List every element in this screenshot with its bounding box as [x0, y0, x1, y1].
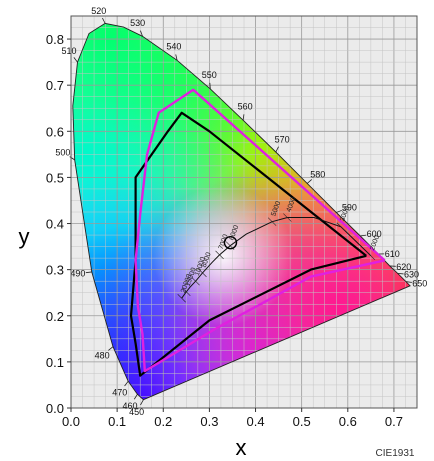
cct-label: 5000	[270, 200, 282, 217]
wavelength-label: 450	[129, 407, 144, 417]
wavelength-tick	[140, 399, 144, 406]
y-tick-labels: 0.0 0.1 0.2 0.3 0.4 0.5 0.6 0.7 0.8	[46, 32, 71, 416]
y-axis-label: y	[19, 224, 30, 249]
y-tick-label: 0.8	[46, 32, 64, 47]
wavelength-label: 580	[310, 169, 325, 179]
wavelength-tick	[175, 54, 178, 61]
y-tick-label: 0.2	[46, 309, 64, 324]
y-tick-label: 0.6	[46, 124, 64, 139]
cct-tick	[336, 222, 346, 231]
cct-tick	[366, 251, 376, 261]
wavelength-label: 460	[123, 401, 138, 411]
wavelength-tick	[102, 17, 106, 24]
cct-tick	[177, 294, 186, 303]
y-tick-label: 0.1	[46, 355, 64, 370]
y-tick-label: 0.4	[46, 217, 64, 232]
x-tick-labels: 0.0 0.1 0.2 0.3 0.4 0.5 0.6 0.7	[62, 408, 403, 429]
wavelength-label: 520	[91, 6, 106, 16]
wavelength-label: 570	[275, 135, 290, 145]
wavelength-label: 630	[404, 270, 419, 280]
wavelength-label: 490	[70, 269, 85, 279]
wavelength-label: 530	[130, 18, 145, 28]
x-tick-label: 0.3	[200, 414, 218, 429]
cct-label: 6000	[228, 224, 240, 241]
y-tick-label: 0.3	[46, 263, 64, 278]
cct-label: 2000	[369, 234, 381, 251]
wavelength-tick	[73, 57, 78, 63]
cct-tick	[267, 217, 277, 226]
cct-tick	[182, 287, 191, 296]
gamut-series-2	[134, 88, 386, 373]
cct-label: 4000	[286, 196, 298, 213]
y-tick-label: 0.5	[46, 170, 64, 185]
x-tick-label: 0.6	[339, 414, 357, 429]
y-tick-label: 0.7	[46, 78, 64, 93]
x-tick-label: 0.7	[385, 414, 403, 429]
x-tick-label: 0.4	[246, 414, 264, 429]
x-axis-label: x	[236, 435, 247, 460]
wavelength-label: 620	[396, 262, 411, 272]
wavelength-label: 540	[166, 42, 181, 52]
cct-tick	[198, 268, 207, 278]
x-tick-label: 0.2	[154, 414, 172, 429]
wavelength-tick	[306, 179, 313, 184]
wavelength-tick	[69, 156, 75, 161]
wavelength-tick	[124, 381, 129, 387]
plot-border	[70, 15, 418, 409]
grid	[70, 15, 418, 409]
wavelength-tick	[336, 209, 343, 213]
cct-tick	[191, 276, 200, 286]
wavelength-label: 550	[202, 70, 217, 80]
plot-frame	[70, 15, 418, 409]
wavelength-tick	[360, 234, 367, 237]
cct-label: 8000	[201, 251, 213, 268]
wavelength-tick	[397, 272, 404, 275]
cct-label: 3000	[339, 205, 351, 222]
wavelength-label: 500	[55, 147, 70, 157]
gamut-series	[129, 88, 386, 377]
wavelength-tick	[85, 271, 92, 274]
wavelength-tick	[275, 146, 279, 153]
wavelength-tick	[133, 393, 138, 400]
white-point-marker	[223, 235, 238, 250]
wavelength-label: 610	[385, 249, 400, 259]
wavelength-label: 600	[367, 229, 382, 239]
x-tick-label: 0.5	[293, 414, 311, 429]
cct-tick	[283, 213, 292, 222]
x-tick-label: 0.1	[108, 414, 126, 429]
gamut-series-1	[129, 111, 367, 377]
wavelength-label: 480	[95, 351, 110, 361]
credit-label: CIE1931	[376, 448, 415, 459]
wavelength-label: 470	[112, 387, 127, 397]
wavelength-label: 650	[412, 279, 427, 289]
y-tick-label: 0.0	[46, 401, 64, 416]
x-tick-label: 0.0	[62, 414, 80, 429]
planckian-locus-line	[181, 217, 372, 299]
wavelength-tick	[405, 281, 412, 283]
wavelength-label: 510	[62, 46, 77, 56]
cct-tick	[215, 250, 224, 260]
wavelength-tick	[140, 30, 143, 37]
wavelength-label: 590	[342, 202, 357, 212]
wavelength-tick	[242, 114, 245, 121]
wavelength-tick	[108, 346, 114, 351]
wavelength-label: 560	[238, 101, 253, 111]
